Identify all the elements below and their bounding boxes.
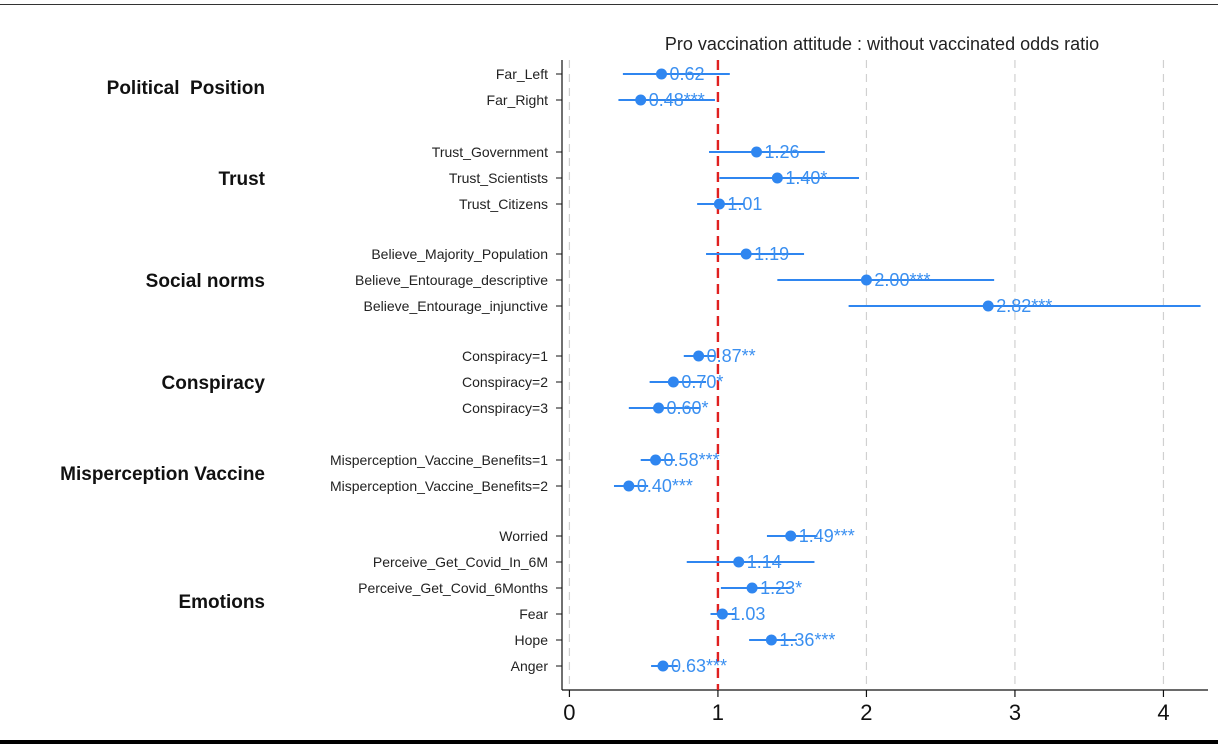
value-label: 1.26: [765, 142, 800, 162]
top-border-line: [0, 4, 1218, 5]
x-tick-label: 0: [563, 700, 575, 725]
group-label: Emotions: [178, 592, 265, 613]
value-label: 1.40*: [785, 168, 827, 188]
estimate-marker: [667, 376, 679, 388]
estimate-marker: [860, 274, 872, 286]
row-label: Believe_Entourage_descriptive: [355, 272, 548, 288]
estimate-marker: [785, 530, 797, 542]
value-label: 1.14: [747, 552, 782, 572]
estimate-marker: [751, 146, 763, 158]
estimate-marker: [653, 402, 665, 414]
row-label: Conspiracy=3: [462, 400, 548, 416]
estimate-marker: [635, 94, 647, 106]
group-label-layer: Political Position Trust Social norms Consp…: [60, 78, 266, 613]
group-label: Political Position: [107, 78, 265, 99]
group-label: Social norms: [146, 271, 265, 292]
value-label: 1.01: [727, 194, 762, 214]
value-label: 0.63***: [671, 656, 727, 676]
row-label: Trust_Government: [432, 144, 548, 160]
group-label: Misperception Vaccine: [60, 464, 265, 485]
estimate-marker: [655, 68, 667, 80]
value-label: 0.62: [669, 64, 704, 84]
row-label: Perceive_Get_Covid_In_6M: [373, 554, 548, 570]
row-label: Far_Right: [487, 92, 549, 108]
estimate-marker: [713, 198, 725, 210]
mark-layer: 0.62 0.48*** 1.26 1.40* 1.01 1.19 2.00*** 2.82*…: [613, 64, 1201, 676]
estimate-marker: [623, 480, 635, 492]
value-label: 0.70*: [681, 372, 723, 392]
row-label: Conspiracy=2: [462, 374, 548, 390]
axis-layer: 0 1 2 3 4: [556, 60, 1208, 725]
row-label: Misperception_Vaccine_Benefits=1: [330, 452, 548, 468]
estimate-marker: [716, 608, 728, 620]
x-tick-label: 1: [712, 700, 724, 725]
value-label: 1.23*: [760, 578, 802, 598]
value-label: 1.36***: [779, 630, 835, 650]
row-label: Perceive_Get_Covid_6Months: [358, 580, 548, 596]
row-label: Trust_Citizens: [459, 196, 548, 212]
value-label: 1.49***: [799, 526, 855, 546]
row-label: Hope: [515, 632, 549, 648]
row-label: Far_Left: [496, 66, 548, 82]
value-label: 1.03: [730, 604, 765, 624]
row-label: Conspiracy=1: [462, 348, 548, 364]
value-label: 0.48***: [649, 90, 705, 110]
group-label: Trust: [219, 169, 266, 190]
row-label: Worried: [499, 528, 548, 544]
value-label: 1.19: [754, 244, 789, 264]
estimate-marker: [771, 172, 783, 184]
estimate-marker: [765, 634, 777, 646]
x-tick-label: 2: [860, 700, 872, 725]
estimate-marker: [733, 556, 745, 568]
estimate-marker: [650, 454, 662, 466]
value-label: 0.58***: [664, 450, 720, 470]
row-label: Misperception_Vaccine_Benefits=2: [330, 478, 548, 494]
grid-layer: [568, 60, 1165, 690]
row-label: Fear: [519, 606, 548, 622]
chart-title: Pro vaccination attitude : without vacci…: [665, 34, 1099, 54]
value-label: 2.00***: [874, 270, 930, 290]
value-label: 0.87**: [707, 346, 756, 366]
estimate-marker: [693, 350, 705, 362]
group-label: Conspiracy: [162, 373, 266, 394]
row-label: Anger: [511, 658, 549, 674]
bottom-border-line: [0, 740, 1218, 744]
estimate-marker: [657, 660, 669, 672]
value-label: 0.60*: [667, 398, 709, 418]
x-tick-label: 4: [1157, 700, 1169, 725]
row-label-layer: Far_Left Far_Right Trust_Government Trust_S…: [330, 66, 548, 674]
value-label: 0.40***: [637, 476, 693, 496]
estimate-marker: [746, 582, 758, 594]
row-label: Believe_Majority_Population: [371, 246, 548, 262]
estimate-marker: [982, 300, 994, 312]
value-label: 2.82***: [996, 296, 1052, 316]
row-label: Trust_Scientists: [449, 170, 548, 186]
estimate-marker: [740, 248, 752, 260]
x-tick-label: 3: [1009, 700, 1021, 725]
row-label: Believe_Entourage_injunctive: [364, 298, 549, 314]
